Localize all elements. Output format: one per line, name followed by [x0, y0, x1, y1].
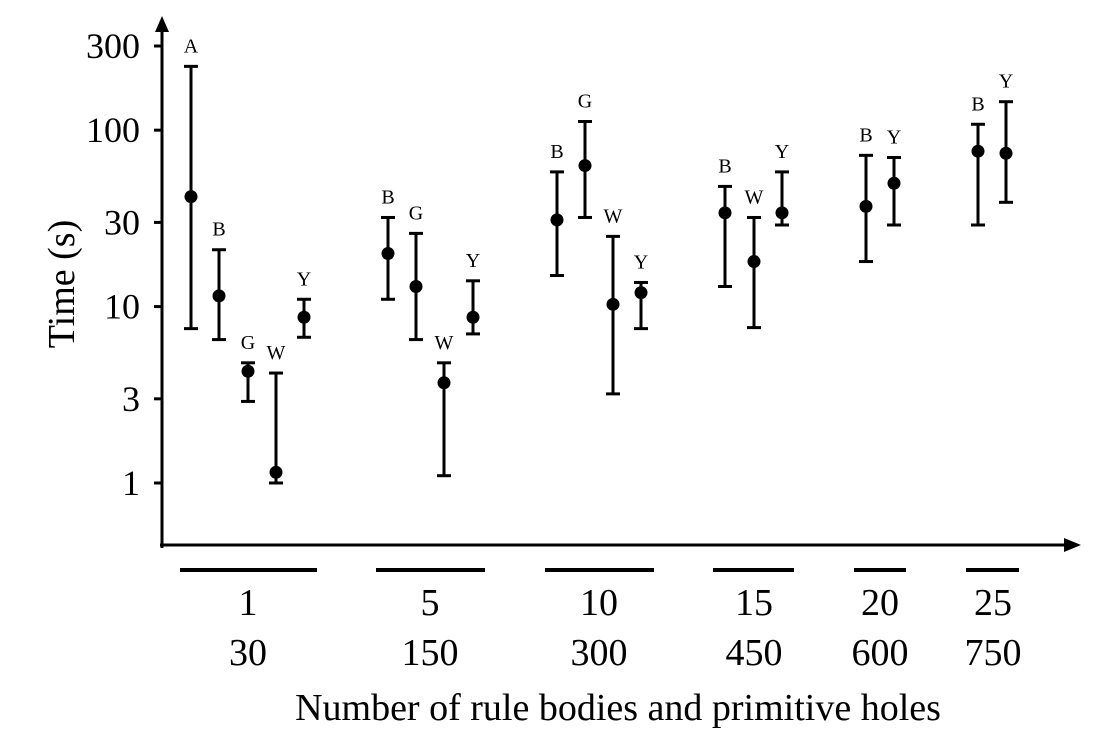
point-series-label: G	[578, 90, 592, 112]
error-bar-1-A: A	[184, 35, 199, 331]
point-series-label: Y	[297, 268, 311, 290]
error-bar-20-Y: Y	[887, 126, 901, 227]
data-point	[775, 206, 789, 220]
group-label-bottom: 300	[571, 632, 628, 674]
data-point	[241, 364, 255, 378]
point-series-label: B	[381, 186, 394, 208]
point-series-label: G	[241, 332, 255, 354]
point-series-label: Y	[466, 250, 480, 272]
point-series-label: W	[435, 332, 454, 354]
y-tick-label: 100	[86, 110, 140, 150]
data-point	[550, 213, 564, 227]
group-label-top: 25	[974, 582, 1012, 624]
error-bar-25-Y: Y	[999, 71, 1013, 204]
point-series-label: W	[604, 205, 623, 227]
y-ticks: 1 3 10 30 100 300	[86, 26, 162, 503]
y-tick-label: 3	[122, 379, 140, 419]
group-label-bottom: 450	[726, 632, 783, 674]
data-point	[718, 206, 732, 220]
y-tick-label: 1	[122, 463, 140, 503]
axes	[155, 16, 1081, 552]
x-axis-label: Number of rule bodies and primitive hole…	[295, 687, 941, 729]
y-tick-label: 30	[104, 202, 140, 242]
point-series-label: W	[745, 186, 764, 208]
point-series-label: Y	[775, 141, 789, 163]
error-bar-10-Y: Y	[634, 251, 648, 331]
point-series-label: Y	[999, 71, 1013, 93]
group-label-top: 5	[421, 582, 440, 624]
group-label-top: 15	[735, 582, 773, 624]
data-point	[887, 176, 901, 190]
error-bar-15-Y: Y	[775, 141, 789, 227]
x-axis-arrow	[1064, 538, 1081, 552]
group-label-top: 20	[861, 582, 899, 624]
point-series-label: Y	[887, 126, 901, 148]
error-bar-10-W: W	[604, 205, 623, 396]
data-point	[859, 199, 873, 213]
group-labels: 1 30 5 150 10 300 15 450 20 600 25 750	[180, 568, 1022, 674]
data-point	[578, 159, 592, 173]
data-point	[466, 310, 480, 324]
error-bar-5-G: G	[409, 202, 423, 342]
point-series-label: B	[971, 93, 984, 115]
group-label-bottom: 30	[229, 632, 267, 674]
error-bar-15-W: W	[745, 186, 764, 330]
point-series-label: A	[184, 35, 199, 57]
y-tick-label: 10	[104, 287, 140, 327]
point-series-label: B	[212, 219, 225, 241]
error-bar-15-B: B	[718, 155, 732, 288]
point-series-label: W	[267, 342, 286, 364]
point-series-label: B	[859, 124, 872, 146]
error-bar-10-B: B	[550, 141, 564, 278]
data-point	[971, 144, 985, 158]
data-point	[747, 255, 761, 269]
group-label-bottom: 150	[402, 632, 459, 674]
error-bar-10-G: G	[578, 90, 592, 219]
error-bar-5-Y: Y	[466, 250, 480, 336]
y-axis-arrow	[155, 16, 169, 32]
error-bar-1-B: B	[212, 219, 226, 342]
data-point	[269, 465, 283, 479]
error-bar-1-G: G	[241, 332, 255, 403]
data-point	[999, 146, 1013, 160]
data-point	[606, 297, 620, 311]
point-series-label: B	[550, 141, 563, 163]
data-point	[381, 246, 395, 260]
data-point	[437, 376, 451, 390]
point-series-label: G	[409, 202, 423, 224]
group-label-bottom: 600	[852, 632, 909, 674]
data-point	[409, 279, 423, 293]
group-label-top: 10	[580, 582, 618, 624]
error-bar-20-B: B	[859, 124, 873, 264]
data-point	[297, 310, 311, 324]
group-label-top: 1	[239, 582, 258, 624]
error-bar-1-W: W	[267, 342, 286, 485]
error-bar-5-W: W	[435, 332, 454, 478]
error-bar-5-B: B	[381, 186, 395, 301]
y-axis-label: Time (s)	[41, 220, 83, 348]
error-bar-1-Y: Y	[297, 268, 311, 339]
y-tick-label: 300	[86, 26, 140, 66]
data-point	[212, 289, 226, 303]
data-point	[634, 286, 648, 300]
point-series-label: Y	[634, 251, 648, 273]
point-series-label: B	[718, 155, 731, 177]
error-bar-25-B: B	[971, 93, 985, 227]
group-label-bottom: 750	[965, 632, 1022, 674]
data-point	[184, 190, 198, 204]
